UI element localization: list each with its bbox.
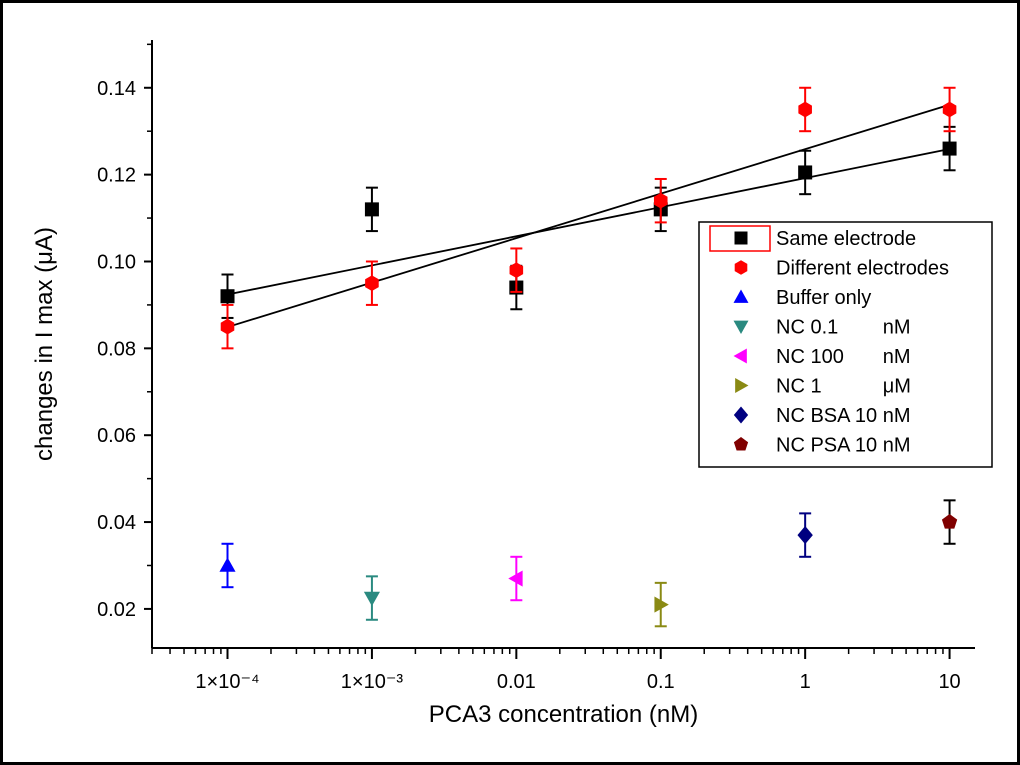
legend-box (698, 221, 993, 468)
y-axis-title: changes in I max (μA) (31, 227, 58, 461)
legend-label: NC PSA 10 nM (776, 435, 911, 457)
legend-marker (734, 260, 748, 275)
x-axis-title: PCA3 concentration (nM) (429, 701, 698, 728)
y-tick-label: 0.14 (97, 78, 136, 100)
data-point (942, 101, 957, 118)
legend-label: Different electrodes (776, 258, 949, 280)
legend-label: Same electrode (776, 228, 916, 250)
legend-label: NC 1 μM (776, 376, 911, 398)
data-point (220, 318, 235, 335)
data-point (797, 525, 813, 545)
legend-label: Buffer only (776, 287, 871, 309)
data-point (508, 570, 523, 587)
data-point (798, 101, 812, 118)
x-tick-label: 0.1 (647, 671, 675, 693)
legend-marker (733, 348, 747, 364)
legend-marker (733, 289, 749, 303)
data-point (220, 289, 235, 304)
x-tick-label: 10 (938, 671, 960, 693)
legend-label: NC BSA 10 nM (776, 405, 911, 427)
legend-highlight (709, 225, 771, 252)
x-tick-label: 1×10⁻³ (341, 671, 404, 693)
data-point (942, 141, 957, 156)
data-point (219, 557, 236, 572)
ticks: 0.02 0.04 0.06 0.08 0.10 0.12 0.14 1×10⁻⁴ 1×10⁻³… (97, 43, 961, 693)
data-point (365, 275, 379, 292)
legend-marker (733, 320, 749, 334)
legend-label: NC 100 nM (776, 346, 911, 368)
fit-lines (227, 103, 950, 328)
data-point (364, 202, 379, 217)
legend: Same electrode Different electrodes Buffer… (698, 221, 993, 468)
data-point (654, 596, 669, 613)
y-tick-label: 0.04 (97, 512, 136, 534)
data-points (219, 86, 958, 628)
legend-marker (734, 231, 748, 245)
y-tick-label: 0.12 (97, 165, 136, 187)
data-point (363, 591, 380, 607)
y-tick-label: 0.10 (97, 251, 136, 273)
legend-label: NC 0.1 nM (776, 317, 910, 339)
fit-line (227, 148, 950, 296)
x-tick-label: 0.01 (497, 671, 536, 693)
x-tick-label: 1 (800, 671, 811, 693)
axes (151, 40, 975, 649)
fit-line (227, 103, 950, 328)
y-tick-label: 0.02 (97, 599, 136, 621)
data-point (798, 165, 813, 180)
data-point (653, 192, 668, 209)
x-tick-label: 1×10⁻⁴ (195, 671, 259, 693)
legend-marker (733, 406, 749, 424)
legend-marker (735, 378, 749, 393)
data-point (509, 262, 524, 279)
y-tick-label: 0.08 (97, 338, 136, 360)
data-point (941, 514, 958, 529)
legend-marker (733, 437, 749, 451)
y-tick-label: 0.06 (97, 425, 136, 447)
